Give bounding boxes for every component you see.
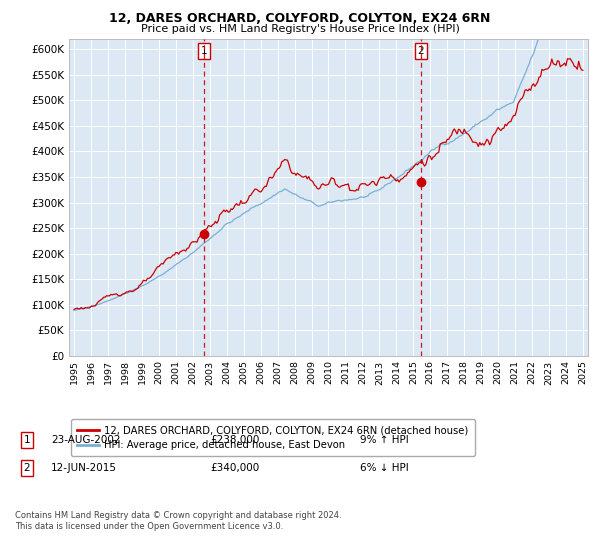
Text: 1: 1 (23, 435, 31, 445)
Text: This data is licensed under the Open Government Licence v3.0.: This data is licensed under the Open Gov… (15, 522, 283, 531)
Text: £340,000: £340,000 (210, 463, 259, 473)
Legend: 12, DARES ORCHARD, COLYFORD, COLYTON, EX24 6RN (detached house), HPI: Average pr: 12, DARES ORCHARD, COLYFORD, COLYTON, EX… (71, 419, 475, 456)
Text: 6% ↓ HPI: 6% ↓ HPI (360, 463, 409, 473)
Text: 23-AUG-2002: 23-AUG-2002 (51, 435, 121, 445)
Text: Price paid vs. HM Land Registry's House Price Index (HPI): Price paid vs. HM Land Registry's House … (140, 24, 460, 34)
Text: 2: 2 (418, 46, 424, 56)
Text: 12, DARES ORCHARD, COLYFORD, COLYTON, EX24 6RN: 12, DARES ORCHARD, COLYFORD, COLYTON, EX… (109, 12, 491, 25)
Text: 1: 1 (200, 46, 207, 56)
Text: Contains HM Land Registry data © Crown copyright and database right 2024.: Contains HM Land Registry data © Crown c… (15, 511, 341, 520)
Text: 9% ↑ HPI: 9% ↑ HPI (360, 435, 409, 445)
Text: 2: 2 (23, 463, 31, 473)
Text: 12-JUN-2015: 12-JUN-2015 (51, 463, 117, 473)
Text: £238,000: £238,000 (210, 435, 259, 445)
